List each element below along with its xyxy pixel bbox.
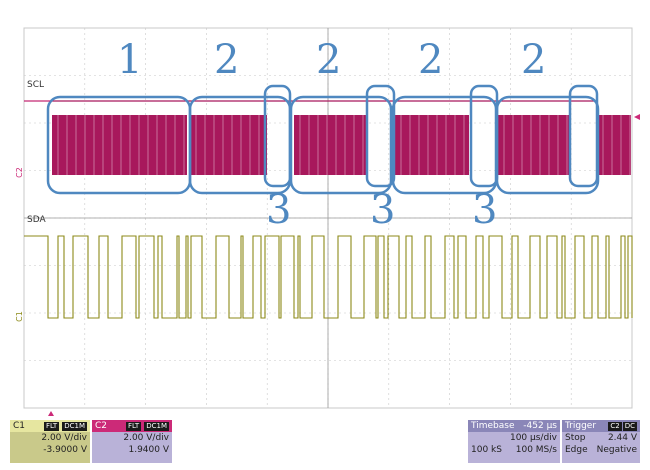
c1-scale: 2.00 V/div <box>41 433 87 443</box>
gap-box <box>263 84 292 188</box>
timebase-panel[interactable]: Timebase -452 µs 100 µs/div 100 kS 100 MS/… <box>468 420 560 463</box>
scl-channel-label: SCL <box>27 80 45 90</box>
gap-box <box>469 84 499 188</box>
c1-coupling-tag: DC1M <box>62 421 87 431</box>
c1-settings-panel[interactable]: C1 FLT DC1M 2.00 V/div -3.9000 V <box>10 420 90 463</box>
c2-side-label: C2 <box>14 167 24 178</box>
trigger-position-marker[interactable] <box>48 411 54 416</box>
scl-burst <box>294 115 367 175</box>
timebase-label: Timebase <box>471 421 515 431</box>
trigger-label: Trigger <box>565 421 597 431</box>
c1-filter-tag: FLT <box>43 421 60 431</box>
c1-offset: -3.9000 V <box>43 445 87 455</box>
sda-channel-label: SDA <box>27 215 46 225</box>
segment-label-2b: 2 <box>316 37 342 83</box>
trigger-source-tag: C2 <box>608 421 622 431</box>
segment-label-3a: 3 <box>266 187 292 233</box>
segment-label-3b: 3 <box>370 187 396 233</box>
trigger-panel[interactable]: Trigger C2 DC Stop 2.44 V Edge Negative <box>562 420 640 463</box>
c1-name: C1 <box>13 421 26 431</box>
c1-side-label: C1 <box>14 311 24 322</box>
segment-label-2a: 2 <box>214 37 240 83</box>
scl-burst <box>395 115 469 175</box>
c2-name: C2 <box>95 421 108 431</box>
c2-scale: 2.00 V/div <box>123 433 169 443</box>
c2-coupling-tag: DC1M <box>144 421 169 431</box>
segment-boxes <box>46 84 600 195</box>
segment-label-1: 1 <box>117 37 143 83</box>
scl-burst <box>597 115 631 175</box>
scl-waveform <box>24 100 631 175</box>
trigger-level: 2.44 V <box>607 433 637 443</box>
segment-label-3c: 3 <box>472 187 498 233</box>
grid <box>23 27 633 409</box>
segment-label-2c: 2 <box>418 37 444 83</box>
scl-burst <box>498 115 570 175</box>
c2-offset: 1.9400 V <box>128 445 169 455</box>
gap-box <box>365 84 396 188</box>
scl-burst <box>52 115 187 175</box>
trigger-type: Edge <box>565 445 588 455</box>
trigger-coupling-tag: DC <box>622 421 637 431</box>
trigger-level-marker[interactable] <box>634 114 640 120</box>
timebase-rate: 100 MS/s <box>515 445 557 455</box>
sda-trace <box>24 235 633 319</box>
trigger-mode: Stop <box>565 433 586 443</box>
sda-waveform <box>24 235 633 319</box>
c2-filter-tag: FLT <box>125 421 142 431</box>
timebase-div: 100 µs/div <box>509 433 557 443</box>
trigger-slope: Negative <box>596 445 637 455</box>
scl-burst <box>190 115 267 175</box>
gap-box <box>568 84 599 188</box>
timebase-delay: -452 µs <box>523 421 557 431</box>
c2-settings-panel[interactable]: C2 FLT DC1M 2.00 V/div 1.9400 V <box>92 420 172 463</box>
timebase-samples: 100 kS <box>471 445 502 455</box>
segment-label-2d: 2 <box>521 37 547 83</box>
